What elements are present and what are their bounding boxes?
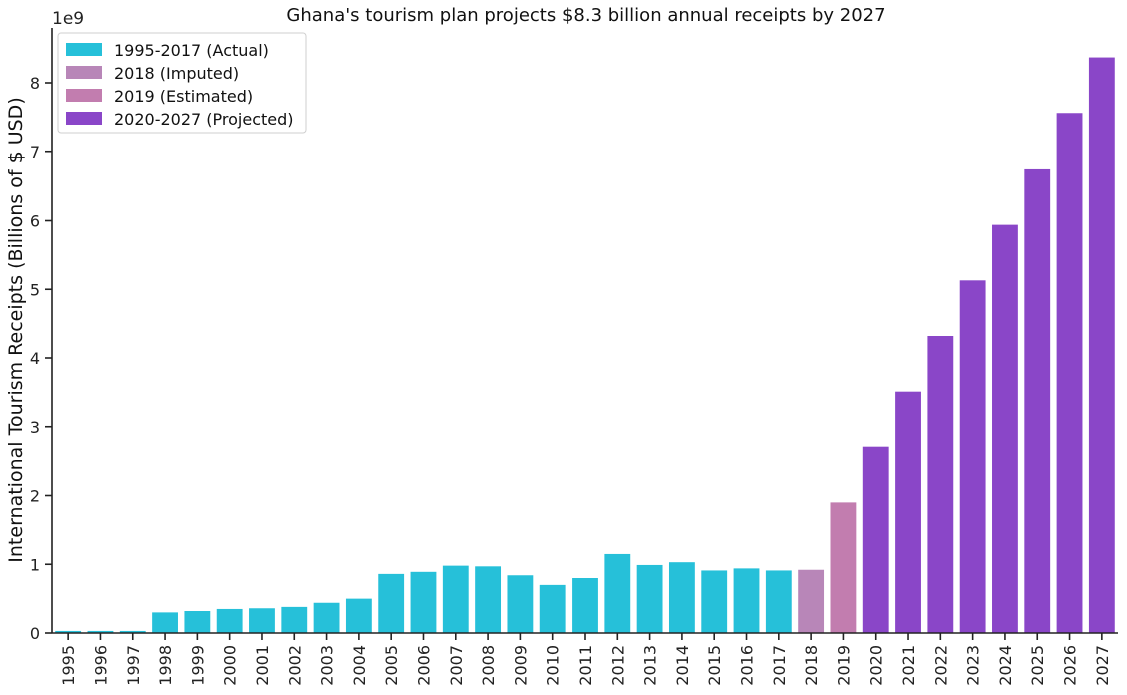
y-tick-label: 8 — [30, 74, 40, 93]
legend-label-projected: 2020-2027 (Projected) — [114, 110, 294, 129]
bar-2016 — [733, 568, 760, 634]
legend-swatch-actual — [66, 43, 102, 56]
bar-2021 — [895, 391, 921, 633]
x-tick-label: 2016 — [738, 645, 757, 686]
bar-2022 — [927, 336, 954, 633]
bar-2015 — [701, 570, 728, 633]
y-tick-label: 4 — [30, 349, 40, 368]
x-tick-label: 2024 — [996, 645, 1015, 686]
x-tick-label: 1995 — [59, 645, 78, 686]
y-tick-label: 1 — [30, 555, 40, 574]
bar-1998 — [152, 612, 178, 634]
bar-2024 — [992, 224, 1018, 634]
bar-2027 — [1088, 57, 1115, 634]
bar-2011 — [572, 578, 598, 633]
bar-2018 — [798, 569, 825, 633]
x-tick-label: 2021 — [899, 645, 918, 686]
bar-2014 — [668, 562, 695, 633]
legend-label-estimated: 2019 (Estimated) — [114, 87, 253, 106]
legend-swatch-estimated — [66, 89, 102, 102]
bar-2013 — [636, 564, 663, 633]
bar-2001 — [249, 608, 275, 633]
bar-1999 — [184, 611, 211, 633]
bar-1997 — [119, 630, 146, 633]
x-tick-label: 1999 — [188, 645, 207, 686]
x-tick-label: 2027 — [1093, 645, 1112, 686]
x-tick-label: 1996 — [91, 645, 110, 686]
x-tick-label: 2020 — [867, 645, 886, 686]
x-tick-label: 2017 — [770, 645, 789, 686]
x-tick-label: 2018 — [802, 645, 821, 686]
x-tick-label: 2010 — [544, 645, 563, 686]
bars-group — [55, 57, 1115, 634]
bar-2012 — [604, 553, 631, 633]
y-tick-label: 5 — [30, 280, 40, 299]
legend-swatch-projected — [66, 112, 102, 125]
x-tick-label: 1997 — [124, 645, 143, 686]
y-axis-offset-label: 1e9 — [52, 9, 84, 29]
x-tick-label: 2026 — [1061, 645, 1080, 686]
y-tick-label: 3 — [30, 418, 40, 437]
bar-2008 — [475, 566, 502, 633]
x-tick-label: 2011 — [576, 645, 595, 686]
x-tick-label: 2012 — [608, 645, 627, 686]
bar-2005 — [378, 573, 405, 634]
legend: 1995-2017 (Actual) 2018 (Imputed) 2019 (Es… — [57, 32, 307, 134]
bar-2004 — [345, 598, 372, 634]
x-tick-label: 2000 — [221, 645, 240, 686]
x-tick-label: 2008 — [479, 645, 498, 686]
legend-label-actual: 1995-2017 (Actual) — [114, 41, 269, 60]
bar-2019 — [830, 502, 857, 634]
bar-2006 — [410, 571, 437, 633]
bar-2023 — [959, 280, 986, 633]
bar-1995 — [55, 630, 82, 633]
x-tick-label: 1998 — [156, 645, 175, 686]
y-tick-label: 7 — [30, 143, 40, 162]
x-tick-label: 2022 — [931, 645, 950, 686]
x-tick-label: 2002 — [285, 645, 304, 686]
legend-box — [57, 32, 307, 134]
legend-swatch-imputed — [66, 66, 102, 79]
x-tick-label: 2006 — [414, 645, 433, 686]
y-tick-label: 2 — [30, 487, 40, 506]
bar-2002 — [281, 606, 308, 634]
y-axis-label: International Tourism Receipts (Billions… — [5, 97, 27, 562]
x-tick-label: 2015 — [705, 645, 724, 686]
bar-1996 — [87, 630, 114, 633]
x-tick-label: 2009 — [511, 645, 530, 686]
x-tick-label: 2019 — [834, 645, 853, 686]
legend-label-imputed: 2018 (Imputed) — [114, 64, 239, 83]
y-tick-label: 0 — [30, 624, 40, 643]
x-tick-label: 2004 — [350, 645, 369, 686]
bar-2007 — [442, 565, 469, 634]
bar-2025 — [1024, 168, 1051, 633]
x-tick-label: 2003 — [318, 645, 337, 686]
bar-2020 — [862, 446, 889, 633]
bar-2017 — [765, 570, 792, 633]
x-tick-label: 2025 — [1028, 645, 1047, 686]
bar-2009 — [507, 575, 534, 633]
bar-2000 — [216, 608, 243, 633]
y-tick-label: 6 — [30, 212, 40, 231]
bar-2003 — [313, 602, 340, 633]
x-tick-label: 2005 — [382, 645, 401, 686]
x-tick-label: 2013 — [641, 645, 660, 686]
x-tick-label: 2023 — [964, 645, 983, 686]
axes-group: 0 1 2 3 4 5 6 7 8 1995 1996 1997 1998 1999 2000 2001 200… — [30, 28, 1118, 686]
bar-2026 — [1056, 113, 1083, 633]
bar-2010 — [539, 584, 566, 634]
x-tick-label: 2014 — [673, 645, 692, 686]
x-tick-label: 2001 — [253, 645, 272, 686]
chart-title: Ghana's tourism plan projects $8.3 billi… — [286, 5, 885, 26]
x-tick-label: 2007 — [447, 645, 466, 686]
